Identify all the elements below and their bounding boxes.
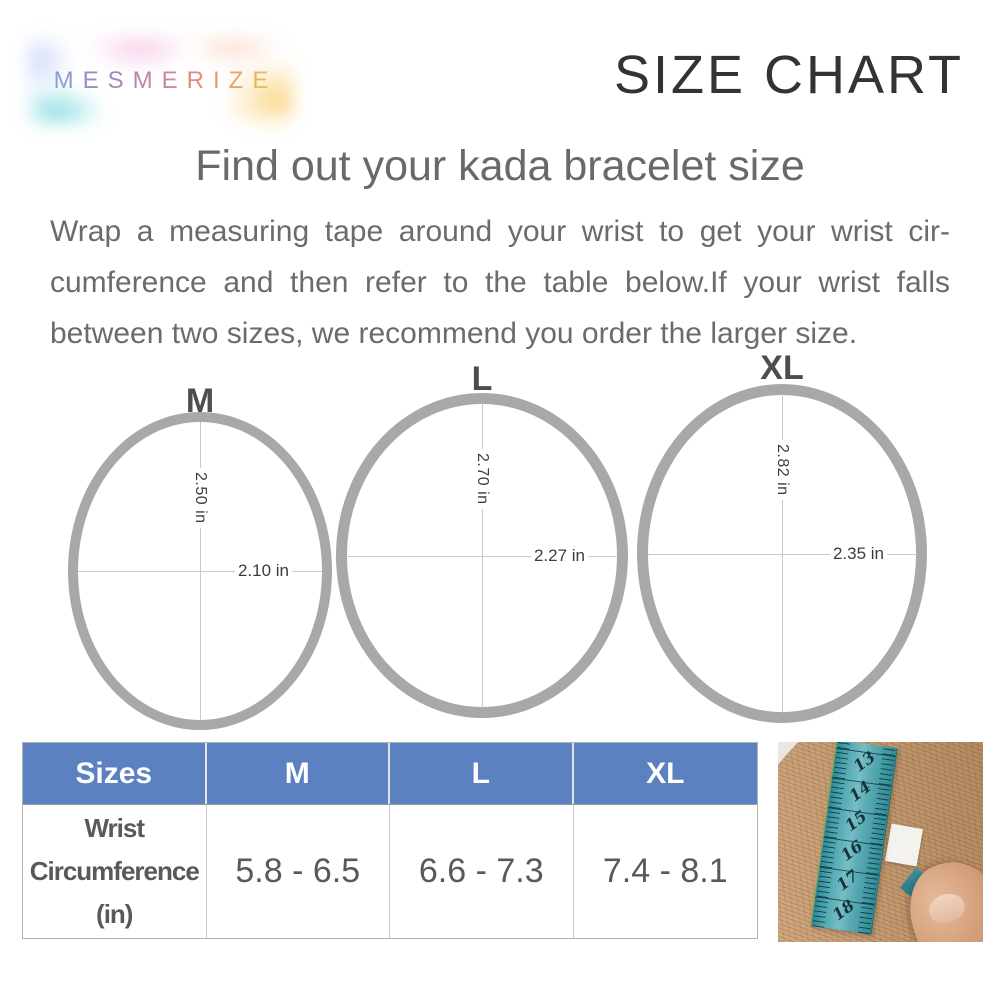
horizontal-diameter-label: 2.27 in: [530, 545, 588, 566]
row-label-line: Circumference: [29, 856, 200, 886]
wrist-range-l: 6.6 - 7.3: [390, 805, 574, 938]
horizontal-diameter-label: 2.35 in: [829, 543, 887, 564]
horizontal-axis-line: [346, 555, 618, 557]
column-header-m: M: [207, 743, 390, 804]
intro-line: between two sizes, we recommend you orde…: [50, 317, 858, 350]
horizontal-axis-line: [647, 553, 917, 555]
size-label: XL: [760, 349, 804, 387]
row-label-wrist-circumference: Wrist Circumference (in): [23, 805, 207, 938]
bracelet-ring: [637, 384, 927, 723]
brand-logo: MESMERIZE: [52, 56, 270, 105]
wrist-range-m: 5.8 - 6.5: [207, 805, 390, 938]
horizontal-axis-line: [78, 571, 322, 572]
horizontal-diameter-label: 2.10 in: [234, 561, 292, 581]
vertical-diameter-label: 2.82 in: [772, 440, 792, 500]
brand-name: MESMERIZE: [45, 67, 278, 95]
wrist-measurement-photo: 13 14 15 16 17 18: [778, 742, 983, 942]
size-circle-l: L 2.70 in 2.27 in: [336, 360, 628, 718]
size-circle-xl: XL 2.82 in 2.35 in: [637, 349, 927, 723]
vertical-diameter-label: 2.70 in: [472, 449, 492, 509]
intro-line: Wrap a measuring tape around your wrist …: [50, 215, 950, 248]
tape-tab: [884, 823, 924, 867]
row-label-line: Wrist: [84, 813, 145, 843]
page-title: SIZE CHART: [613, 45, 964, 105]
bracelet-ring: [68, 412, 332, 730]
size-table-header-row: Sizes M L XL: [23, 743, 757, 805]
intro-heading: Find out your kada bracelet size: [195, 142, 805, 190]
column-header-xl: XL: [646, 756, 685, 790]
column-header-sizes: Sizes: [23, 743, 207, 804]
bracelet-ring: [336, 393, 628, 718]
thumb-nail: [925, 889, 969, 928]
size-table-body-row: Wrist Circumference (in) 5.8 - 6.5 6.6 -…: [23, 805, 757, 938]
vertical-diameter-label: 2.50 in: [190, 468, 210, 528]
wrist-range-xl: 7.4 - 8.1: [602, 852, 728, 890]
intro-line: cumference and then refer to the table b…: [50, 266, 950, 299]
size-label: L: [471, 360, 493, 398]
intro-paragraph: Wrap a measuring tape around your wrist …: [50, 206, 950, 359]
size-circle-m: M 2.50 in 2.10 in: [68, 382, 332, 730]
size-table: Sizes M L XL Wrist Circumference (in) 5.…: [22, 742, 758, 939]
column-header-l: L: [390, 743, 574, 804]
row-label-line: (in): [96, 899, 133, 929]
